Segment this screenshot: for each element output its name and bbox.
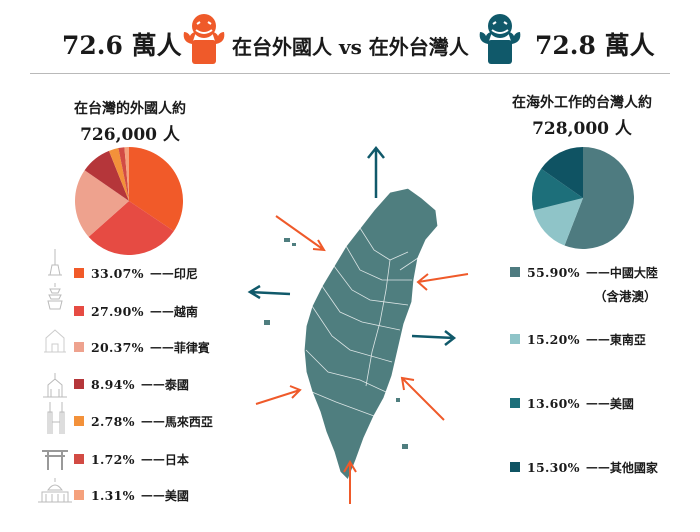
legend-item: 8.94% —— 泰國 [74, 375, 189, 393]
legend-percent: 8.94% [91, 376, 135, 392]
legend-item: 27.90% —— 越南 [74, 302, 198, 320]
pie-slice-3 [532, 168, 583, 211]
legend-swatch [74, 454, 84, 464]
legend-swatch [74, 268, 84, 278]
foreigners-total: 72.6 萬人 [62, 31, 182, 60]
legend-swatch [74, 490, 84, 500]
pie-slice-5 [108, 148, 129, 201]
torii-gate-icon [42, 450, 68, 470]
legend-category: 菲律賓 [173, 340, 210, 355]
outgoing-arrows [247, 145, 457, 346]
pagoda-icon [47, 283, 63, 310]
right-pie-caption: 在海外工作的台灣人約 [512, 95, 652, 111]
legend-item: 15.20% —— 東南亞 [510, 330, 646, 348]
legend-item: 33.07% —— 印尼 [74, 264, 198, 282]
taiwanese-abroad-total: 72.8 萬人 [535, 31, 655, 60]
taiwan-map [247, 145, 469, 504]
left-pie-title: 在台灣的外國人約 726,000 人 [50, 98, 210, 145]
temple-icon [43, 373, 67, 398]
legend-percent: 27.90% [91, 303, 144, 319]
pie-slice-7 [124, 147, 129, 201]
legend-category: 越南 [173, 304, 198, 319]
legend-item: 1.31% —— 美國 [74, 486, 189, 504]
monas-tower-icon [48, 249, 62, 276]
church-icon [44, 329, 66, 353]
legend-category: 東南亞 [609, 332, 646, 347]
legend-dash: —— [585, 396, 610, 410]
capitol-icon [38, 478, 72, 503]
pie-slice-4 [541, 147, 583, 198]
pie-slice-4 [84, 150, 129, 201]
legend-note-hk-macau: （含港澳） [594, 289, 657, 304]
strongman-orange-icon [183, 14, 225, 64]
legend-category: 其他國家 [609, 460, 658, 475]
legend-swatch [74, 342, 84, 352]
pie-slice-3 [75, 170, 129, 237]
legend-category: 泰國 [164, 377, 189, 392]
right-pie-total: 728,000 人 [532, 119, 632, 139]
pie-slice-2 [88, 201, 174, 255]
legend-percent: 33.07% [91, 265, 144, 281]
legend-percent: 15.30% [527, 459, 580, 475]
map-shape [264, 187, 439, 482]
header-title: 在台外國人 vs 在外台灣人 [232, 35, 469, 59]
legend-dash: —— [140, 414, 165, 428]
legend-dash: —— [149, 266, 174, 280]
legend-item: 1.72% —— 日本 [74, 450, 189, 468]
legend-category: 美國 [164, 488, 189, 503]
legend-swatch [510, 398, 520, 408]
legend-swatch [74, 416, 84, 426]
legend-percent: 15.20% [527, 331, 580, 347]
pie-slice-6 [118, 147, 129, 201]
right-pie-title: 在海外工作的台灣人約 728,000 人 [492, 92, 672, 139]
legend-swatch [510, 462, 520, 472]
legend-swatch [74, 379, 84, 389]
header-divider [30, 73, 670, 74]
legend-item: 15.30% —— 其他國家 [510, 458, 658, 476]
legend-percent: 55.90% [527, 264, 580, 280]
legend-swatch [510, 334, 520, 344]
legend-dash: —— [149, 340, 174, 354]
left-pie-chart [75, 147, 183, 255]
legend-item: 2.78% —— 馬來西亞 [74, 412, 213, 430]
pie-slice-2 [533, 198, 583, 246]
legend-dash: —— [140, 452, 165, 466]
legend-dash: —— [149, 304, 174, 318]
legend-category: 馬來西亞 [164, 414, 213, 429]
pie-slice-1 [129, 147, 183, 232]
legend-percent: 1.72% [91, 451, 135, 467]
twin-towers-icon [47, 402, 65, 434]
legend-category: 美國 [609, 396, 634, 411]
legend-dash: —— [140, 377, 165, 391]
legend-percent: 2.78% [91, 413, 135, 429]
legend-item: 20.37% —— 菲律賓 [74, 338, 210, 356]
legend-percent: 20.37% [91, 339, 144, 355]
legend-swatch [74, 306, 84, 316]
legend-category: 印尼 [173, 266, 198, 281]
incoming-arrows [255, 215, 469, 504]
legend-swatch [510, 267, 520, 277]
legend-category: 中國大陸 [609, 265, 658, 280]
legend-dash: —— [585, 265, 610, 279]
legend-dash: —— [585, 332, 610, 346]
pie-slice-1 [564, 147, 634, 249]
header: 72.6 萬人 在台外國人 vs 在外台灣人 72.8 萬人 [0, 0, 700, 72]
legend-item: 13.60% —— 美國 [510, 394, 634, 412]
right-pie-chart [532, 147, 634, 249]
legend-category: 日本 [164, 452, 189, 467]
left-pie-total: 726,000 人 [80, 125, 180, 145]
left-pie-caption: 在台灣的外國人約 [74, 101, 186, 117]
legend-percent: 1.31% [91, 487, 135, 503]
legend-dash: —— [140, 488, 165, 502]
legend-percent: 13.60% [527, 395, 580, 411]
legend-item: 55.90% —— 中國大陸 [510, 263, 658, 281]
strongman-teal-icon [479, 14, 521, 64]
legend-dash: —— [585, 460, 610, 474]
